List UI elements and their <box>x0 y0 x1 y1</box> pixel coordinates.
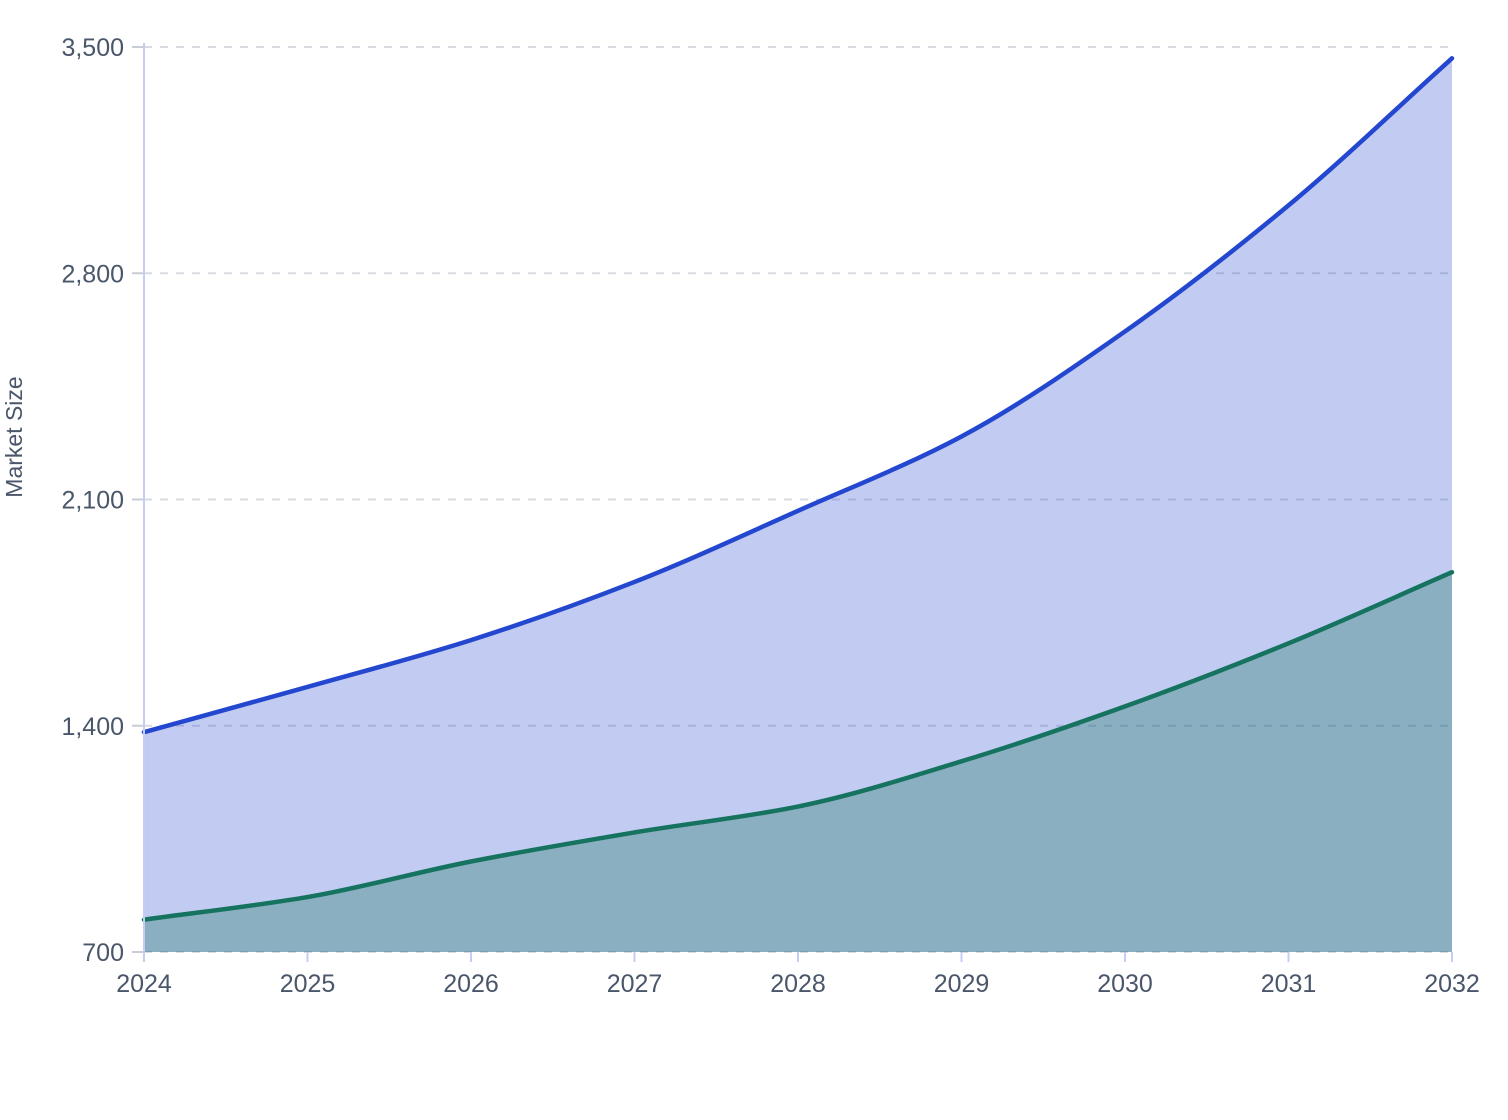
series-layer <box>141 56 1455 953</box>
x-tick-label: 2030 <box>1097 970 1153 998</box>
y-axis-title: Market Size <box>1 376 27 497</box>
area-series-1-blue <box>144 58 1452 953</box>
grid-layer <box>144 46 1452 953</box>
y-tick-label: 700 <box>82 939 124 967</box>
axis-layer: 700 1,400 2,100 2,800 3,500 2024 2025 2026 2027 2… <box>61 34 1479 998</box>
line-series-1-blue <box>141 56 1455 735</box>
x-tick-label: 2027 <box>607 970 663 998</box>
x-tick-label: 2031 <box>1261 970 1317 998</box>
y-tick-label: 2,100 <box>61 487 124 515</box>
x-tick-label: 2029 <box>934 970 990 998</box>
y-tick-label: 2,800 <box>61 260 124 288</box>
x-tick-label: 2026 <box>443 970 499 998</box>
x-tick-label: 2025 <box>280 970 336 998</box>
x-tick-label: 2032 <box>1424 970 1480 998</box>
y-tick-label: 3,500 <box>61 34 124 62</box>
x-tick-label: 2028 <box>770 970 826 998</box>
line-series-2-teal <box>141 569 1455 922</box>
y-tick-label: 1,400 <box>61 713 124 741</box>
area-series-2-teal <box>144 572 1452 952</box>
x-tick-label: 2024 <box>116 970 172 998</box>
